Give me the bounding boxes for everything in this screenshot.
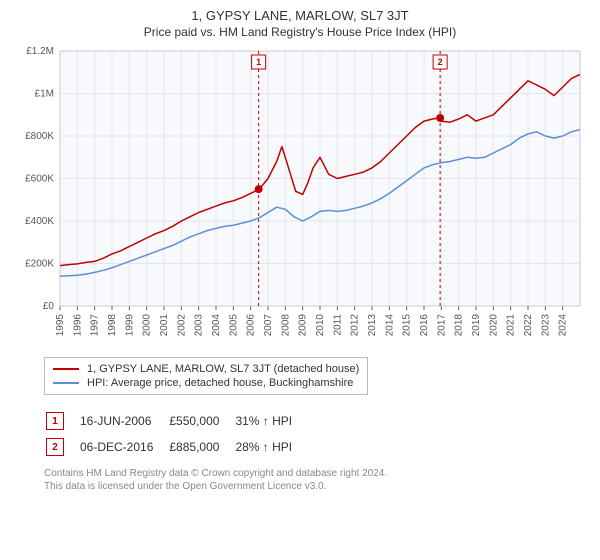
footnote-line1: Contains HM Land Registry data © Crown c…	[44, 468, 387, 479]
page-title: 1, GYPSY LANE, MARLOW, SL7 3JT	[12, 8, 588, 23]
y-axis-label: £1.2M	[26, 46, 54, 57]
y-axis-label: £1M	[35, 89, 54, 100]
legend-item: HPI: Average price, detached house, Buck…	[53, 376, 359, 390]
x-axis-label: 2001	[159, 314, 170, 337]
sale-marker-1: 1	[256, 57, 261, 67]
x-axis-label: 2009	[298, 314, 309, 337]
x-axis-label: 1999	[124, 314, 135, 337]
x-axis-label: 2006	[246, 314, 257, 337]
x-axis-label: 2018	[454, 314, 465, 337]
x-axis-label: 2010	[315, 314, 326, 337]
x-axis-label: 2022	[523, 314, 534, 337]
legend-item: 1, GYPSY LANE, MARLOW, SL7 3JT (detached…	[53, 362, 359, 376]
x-axis-label: 2005	[228, 314, 239, 337]
legend-label: 1, GYPSY LANE, MARLOW, SL7 3JT (detached…	[87, 363, 359, 375]
sale-change: 31% ↑ HPI	[235, 409, 306, 433]
footnote-line2: This data is licensed under the Open Gov…	[44, 481, 326, 492]
x-axis-label: 1998	[107, 314, 118, 337]
x-axis-label: 2023	[540, 314, 551, 337]
legend-label: HPI: Average price, detached house, Buck…	[87, 377, 353, 389]
x-axis-label: 1997	[90, 314, 101, 337]
x-axis-label: 2000	[142, 314, 153, 337]
y-axis-label: £800K	[25, 131, 54, 142]
y-axis-label: £200K	[25, 259, 54, 270]
x-axis-label: 2015	[402, 314, 413, 337]
legend-swatch	[53, 382, 79, 384]
legend: 1, GYPSY LANE, MARLOW, SL7 3JT (detached…	[44, 357, 368, 395]
x-axis-label: 1996	[72, 314, 83, 337]
y-axis-label: £600K	[25, 174, 54, 185]
x-axis-label: 2024	[558, 314, 569, 337]
x-axis-label: 2012	[350, 314, 361, 337]
sale-marker-2: 2	[438, 57, 443, 67]
x-axis-label: 1995	[55, 314, 66, 337]
sales-row: 1 16-JUN-2006£550,00031% ↑ HPI	[46, 409, 306, 433]
x-axis-label: 2020	[488, 314, 499, 337]
y-axis-label: £0	[43, 301, 55, 312]
page-subtitle: Price paid vs. HM Land Registry's House …	[12, 25, 588, 39]
x-axis-label: 2017	[436, 314, 447, 337]
sale-price: £550,000	[169, 409, 233, 433]
sale-marker-box: 2	[46, 438, 64, 456]
sales-row: 2 06-DEC-2016£885,00028% ↑ HPI	[46, 435, 306, 459]
x-axis-label: 2007	[263, 314, 274, 337]
sale-price: £885,000	[169, 435, 233, 459]
sale-date: 06-DEC-2016	[80, 435, 167, 459]
x-axis-label: 2003	[194, 314, 205, 337]
x-axis-label: 2014	[384, 314, 395, 337]
x-axis-label: 2019	[471, 314, 482, 337]
x-axis-label: 2004	[211, 314, 222, 337]
x-axis-label: 2008	[280, 314, 291, 337]
sale-change: 28% ↑ HPI	[235, 435, 306, 459]
price-chart: £0 £200K £400K £600K £800K £1M £1.2M 1995 1996 19…	[12, 45, 588, 345]
x-axis-label: 2016	[419, 314, 430, 337]
legend-swatch	[53, 368, 79, 370]
footnote: Contains HM Land Registry data © Crown c…	[44, 467, 588, 493]
x-axis-label: 2011	[332, 314, 343, 336]
x-axis-label: 2013	[367, 314, 378, 337]
y-axis-label: £400K	[25, 216, 54, 227]
x-axis-label: 2002	[176, 314, 187, 337]
sale-date: 16-JUN-2006	[80, 409, 167, 433]
x-axis-label: 2021	[506, 314, 517, 337]
sale-marker-box: 1	[46, 412, 64, 430]
sales-table: 1 16-JUN-2006£550,00031% ↑ HPI 2 06-DEC-201…	[44, 407, 308, 461]
